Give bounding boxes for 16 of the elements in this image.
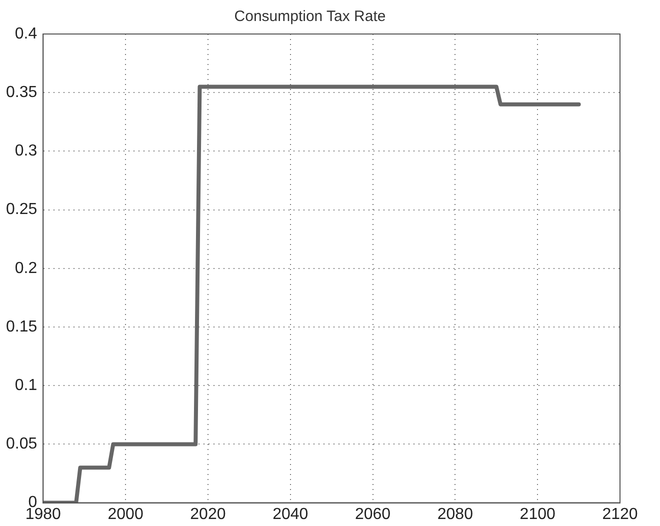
y-tick-label: 0.2	[14, 260, 38, 277]
x-tick-label: 2120	[602, 506, 638, 523]
x-tick-label: 2080	[437, 506, 474, 523]
x-tick-label: 2100	[520, 506, 556, 523]
y-tick-label: 0.25	[6, 201, 38, 218]
x-tick-label: 2000	[108, 506, 144, 523]
x-tick-label: 2060	[354, 506, 391, 523]
chart-title: Consumption Tax Rate	[234, 8, 386, 26]
x-tick-label: 2020	[190, 506, 226, 523]
x-tick-label: 2040	[272, 506, 308, 523]
y-tick-label: 0.35	[6, 84, 38, 102]
y-tick-label: 0.05	[6, 436, 38, 453]
y-tick-label: 0.1	[14, 377, 38, 394]
y-tick-label: 0.3	[14, 142, 38, 160]
y-tick-label: 0.15	[6, 318, 38, 336]
y-tick-label: 0.4	[14, 25, 38, 42]
